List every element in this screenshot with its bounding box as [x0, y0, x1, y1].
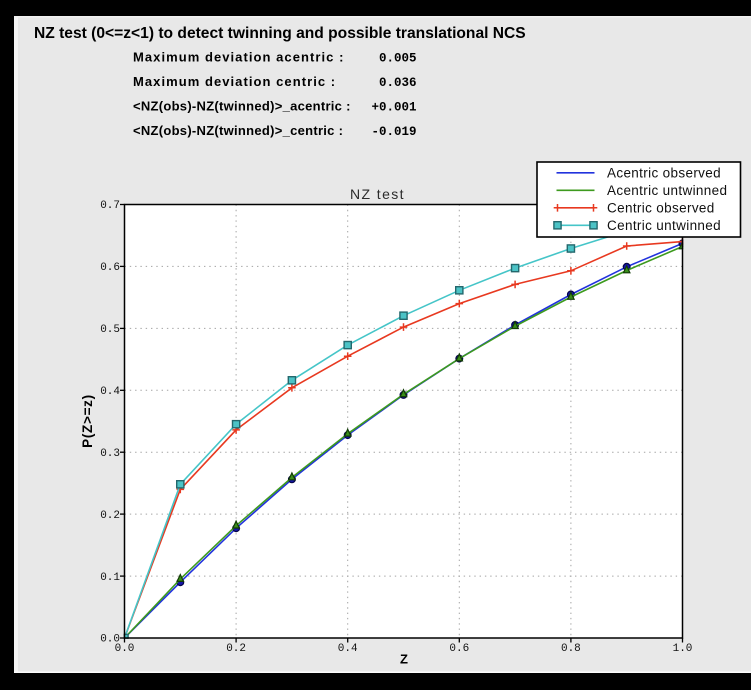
- svg-text:Centric untwinned: Centric untwinned: [607, 218, 721, 233]
- svg-text:0.8: 0.8: [561, 643, 581, 655]
- svg-text:0.0: 0.0: [100, 634, 120, 646]
- svg-text:0.036: 0.036: [379, 76, 417, 90]
- svg-text:0.7: 0.7: [100, 200, 120, 212]
- svg-text:0.005: 0.005: [379, 52, 417, 66]
- svg-text:0.1: 0.1: [100, 572, 120, 584]
- svg-text:0.4: 0.4: [338, 643, 358, 655]
- svg-text:<NZ(obs)-NZ(twinned)>_centric: <NZ(obs)-NZ(twinned)>_centric :: [133, 123, 343, 138]
- svg-text:+0.001: +0.001: [371, 101, 416, 115]
- svg-text:NZ test (0<=z<1) to detect twi: NZ test (0<=z<1) to detect twinning and …: [34, 25, 526, 42]
- svg-text:0.5: 0.5: [100, 324, 120, 336]
- svg-text:Acentric untwinned: Acentric untwinned: [607, 183, 727, 198]
- svg-text:Acentric observed: Acentric observed: [607, 165, 721, 180]
- svg-text:Centric observed: Centric observed: [607, 200, 715, 215]
- svg-text:Maximum deviation centric :: Maximum deviation centric :: [133, 74, 336, 89]
- svg-text:1.0: 1.0: [673, 643, 693, 655]
- svg-text:<NZ(obs)-NZ(twinned)>_acentric: <NZ(obs)-NZ(twinned)>_acentric :: [133, 99, 351, 114]
- svg-text:0.6: 0.6: [100, 262, 120, 274]
- svg-text:0.6: 0.6: [449, 643, 469, 655]
- svg-text:0.0: 0.0: [115, 643, 135, 655]
- svg-text:0.4: 0.4: [100, 386, 120, 398]
- svg-text:0.2: 0.2: [100, 510, 120, 522]
- svg-text:P(Z>=z): P(Z>=z): [80, 394, 95, 448]
- svg-text:0.2: 0.2: [226, 643, 246, 655]
- svg-text:Maximum deviation acentric :: Maximum deviation acentric :: [133, 50, 344, 65]
- svg-text:-0.019: -0.019: [371, 125, 416, 139]
- svg-text:NZ test: NZ test: [350, 186, 405, 202]
- svg-text:0.3: 0.3: [100, 448, 120, 460]
- svg-text:Z: Z: [400, 652, 408, 667]
